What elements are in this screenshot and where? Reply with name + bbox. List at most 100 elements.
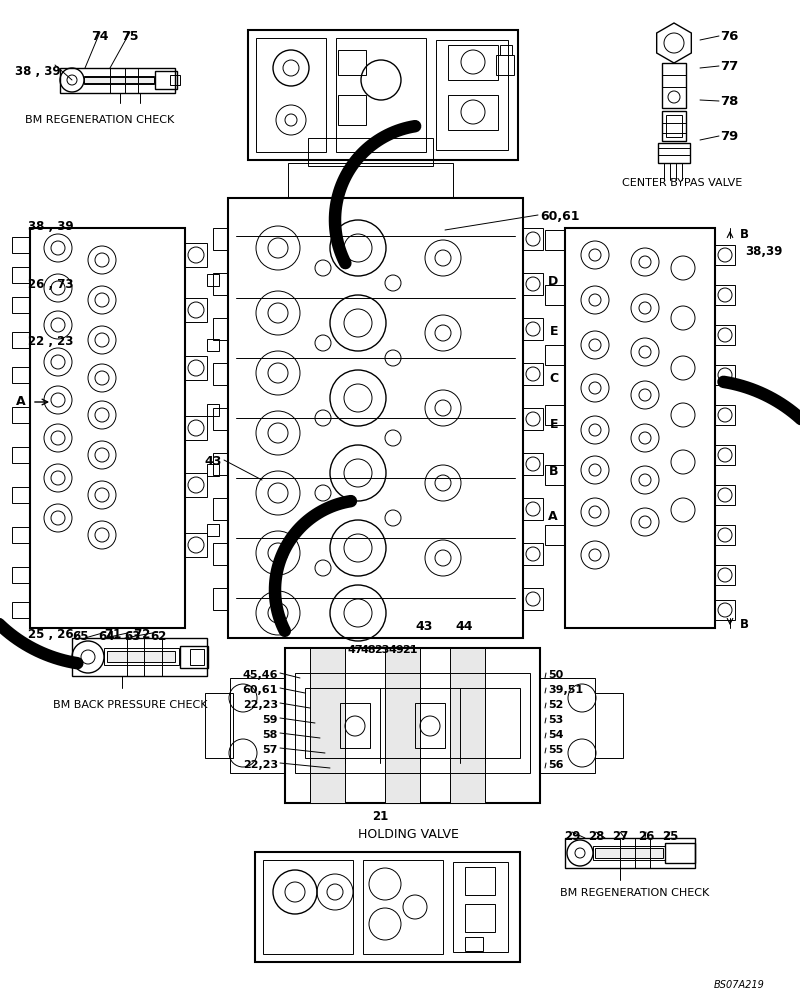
Text: B: B [549,465,558,478]
Bar [107,651,175,662]
Bar [662,111,686,141]
Bar [545,525,565,545]
Bar [715,405,735,425]
Bar [545,465,565,485]
Text: 52: 52 [548,700,563,710]
Bar [523,318,543,340]
Bar [363,860,443,954]
Bar [715,485,735,505]
Bar [715,565,735,585]
Text: BS07A219: BS07A219 [714,980,765,990]
Bar [213,453,228,475]
Text: 75: 75 [122,30,138,43]
Text: 25 , 26: 25 , 26 [28,628,74,641]
Bar [662,63,686,108]
Text: A: A [548,510,558,523]
Bar [715,285,735,305]
Text: 60,61: 60,61 [540,210,579,223]
Bar [12,297,30,313]
Text: 43: 43 [205,455,222,468]
Text: 60,61: 60,61 [242,685,278,695]
Text: 54: 54 [548,730,563,740]
Bar [213,543,228,565]
Bar [190,649,204,665]
Bar [285,648,540,803]
Text: 53: 53 [548,715,563,725]
Bar [336,38,426,152]
Bar [496,55,514,75]
Bar [84,76,154,84]
Text: 55: 55 [548,745,563,755]
Text: 29: 29 [564,830,580,843]
Text: 23: 23 [374,645,390,655]
Text: BM BACK PRESSURE CHECK: BM BACK PRESSURE CHECK [53,700,207,710]
Bar [30,228,185,628]
Bar [104,648,179,665]
Text: 21: 21 [402,645,418,655]
Bar [340,703,370,748]
Bar [545,345,565,365]
Bar [310,648,345,803]
Bar [213,363,228,385]
Bar [213,228,228,250]
Bar [658,143,690,163]
Text: E: E [550,418,558,431]
Text: 77: 77 [720,60,738,73]
Bar [207,274,219,286]
Bar [523,543,543,565]
Text: D: D [548,275,558,288]
Bar [436,40,508,150]
Bar [170,75,180,85]
Bar [207,524,219,536]
Text: 38,39: 38,39 [745,245,782,258]
Text: 38 , 39: 38 , 39 [28,220,74,233]
Bar [523,228,543,250]
Bar [450,648,485,803]
Bar [12,237,30,253]
Bar [523,408,543,430]
Text: 79: 79 [720,130,738,143]
Bar [666,115,682,137]
Bar [523,453,543,475]
Text: 44: 44 [455,620,473,633]
Text: 22 , 23: 22 , 23 [28,335,74,348]
Bar [207,464,219,476]
Bar [185,416,207,440]
Bar [12,267,30,283]
Text: 26 , 73: 26 , 73 [28,278,74,291]
Bar [715,600,735,620]
Bar [500,45,512,55]
Text: 25: 25 [662,830,678,843]
Bar [213,408,228,430]
Bar [295,673,530,773]
Bar [213,273,228,295]
Bar [12,527,30,543]
Bar [213,498,228,520]
Text: A: A [16,395,26,408]
Text: C: C [549,372,558,385]
Text: 47: 47 [347,645,363,655]
Bar [715,245,735,265]
Bar [228,198,523,638]
Text: 43: 43 [415,620,432,633]
Text: 64: 64 [98,630,114,643]
Text: 63: 63 [124,630,140,643]
Text: 57: 57 [262,745,278,755]
Bar [12,367,30,383]
Bar [595,848,663,858]
Bar [565,838,695,868]
Bar [540,678,595,773]
Text: CENTER BYPAS VALVE: CENTER BYPAS VALVE [622,178,742,188]
Text: 50: 50 [548,670,563,680]
Bar [12,602,30,618]
Bar [72,638,207,676]
Text: B: B [740,618,749,631]
Bar [523,588,543,610]
Text: BM REGENERATION CHECK: BM REGENERATION CHECK [26,115,174,125]
Bar [338,95,366,125]
Bar [385,648,420,803]
Bar [248,30,518,160]
Text: E: E [550,325,558,338]
Text: 39,51: 39,51 [548,685,583,695]
Text: 62: 62 [150,630,166,643]
